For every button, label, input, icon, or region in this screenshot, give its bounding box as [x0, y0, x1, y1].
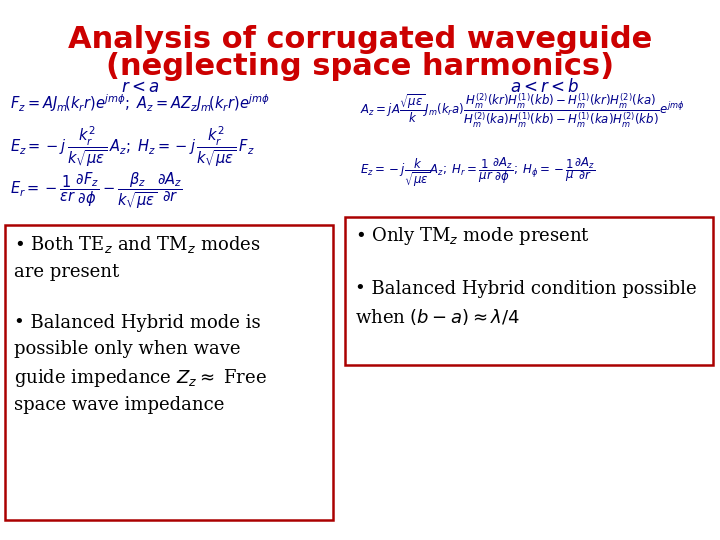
Text: $E_r = -\dfrac{1}{\varepsilon r}\dfrac{\partial F_z}{\partial\phi} - \dfrac{\bet: $E_r = -\dfrac{1}{\varepsilon r}\dfrac{\… — [10, 170, 182, 211]
Text: $F_z = AJ_m\!\left(k_r r\right)e^{jm\phi};\;A_z = AZ_z J_m\!\left(k_r r\right)e^: $F_z = AJ_m\!\left(k_r r\right)e^{jm\phi… — [10, 92, 270, 114]
Bar — [345, 217, 713, 365]
Text: $A_z = jA\dfrac{\sqrt{\mu\varepsilon}}{k}J_m(k_r a)\dfrac{H_m^{(2)}(kr)H_m^{(1)}: $A_z = jA\dfrac{\sqrt{\mu\varepsilon}}{k… — [360, 92, 685, 131]
Text: (neglecting space harmonics): (neglecting space harmonics) — [106, 52, 614, 81]
Text: $E_z = -j\dfrac{k}{\sqrt{\mu\varepsilon}}A_z;\;H_r = \dfrac{1}{\mu r}\dfrac{\par: $E_z = -j\dfrac{k}{\sqrt{\mu\varepsilon}… — [360, 155, 595, 188]
Text: $E_z = -j\,\dfrac{k_r^2}{k\sqrt{\mu\varepsilon}}\,A_z;\;H_z = -j\,\dfrac{k_r^2}{: $E_z = -j\,\dfrac{k_r^2}{k\sqrt{\mu\vare… — [10, 124, 255, 168]
Text: Analysis of corrugated waveguide: Analysis of corrugated waveguide — [68, 25, 652, 54]
Text: • Both TE$_z$ and TM$_z$ modes
are present

• Balanced Hybrid mode is
possible o: • Both TE$_z$ and TM$_z$ modes are prese… — [14, 234, 267, 414]
Bar — [5, 225, 333, 520]
Text: • Only TM$_z$ mode present

• Balanced Hybrid condition possible
when $(b - a) \: • Only TM$_z$ mode present • Balanced Hy… — [355, 225, 697, 327]
Text: $r < a$: $r < a$ — [121, 78, 159, 96]
Text: $a < r < b$: $a < r < b$ — [510, 78, 580, 96]
